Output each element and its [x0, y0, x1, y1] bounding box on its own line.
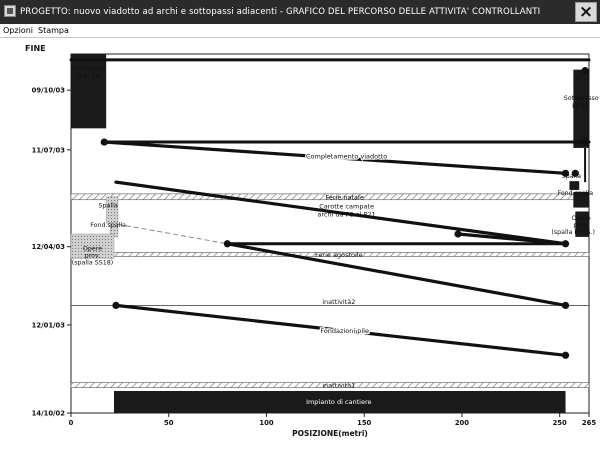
activity-marker: [581, 138, 589, 146]
activity-marker: [454, 230, 462, 238]
band-label: inattività1: [322, 382, 355, 390]
block-label: Impianto di cantiere: [306, 398, 371, 406]
x-tick-label: 100: [259, 419, 273, 427]
x-tick-label: 50: [164, 419, 174, 427]
y-tick-label: 14/10/02: [32, 410, 66, 418]
block-label: Sottopasso: [564, 95, 599, 102]
activity-marker: [112, 301, 120, 309]
menu-opzioni[interactable]: Opzioni: [3, 26, 33, 35]
band-label: inattività2: [322, 298, 355, 306]
window-title: PROGETTO: nuovo viadotto ad archi e sott…: [20, 7, 541, 17]
block-label: prov.: [85, 253, 101, 260]
y-tick-label: 12/01/03: [32, 321, 66, 329]
activity-label: Fondazioni pile: [320, 327, 369, 335]
activity-block: [569, 181, 580, 190]
activity-label: Carotte campate: [319, 202, 374, 210]
window-icon: [4, 5, 16, 17]
plot-frame: [70, 53, 590, 414]
activity-marker: [561, 301, 570, 309]
block-label: prov.: [573, 222, 589, 229]
activity-marker: [100, 138, 108, 146]
activity-label: archi da P2 al P21: [317, 210, 375, 218]
menu-stampa[interactable]: Stampa: [38, 26, 69, 35]
activity-line: [225, 242, 568, 307]
block-label: Spalla: [99, 203, 118, 210]
block-label: Spalla: [562, 173, 581, 180]
activity-label: Completamento viadotto: [306, 153, 387, 161]
band-label: Ferie agostoile: [315, 251, 363, 259]
block-label: Opere: [83, 246, 102, 253]
block-label: (spalla FF.SS.): [551, 229, 595, 236]
shaded-block: [70, 233, 115, 259]
close-icon[interactable]: ×: [575, 2, 597, 22]
x-tick-label: 150: [357, 419, 371, 427]
y-tick-label: 09/10/03: [32, 87, 66, 95]
activity-line: [102, 140, 568, 175]
x-tick-label: 200: [455, 419, 469, 427]
activity-marker: [561, 240, 570, 248]
activity-block: [573, 191, 589, 208]
block-label: Fond.spalla: [557, 190, 593, 197]
y-tick-label: 11/07/03: [32, 146, 66, 154]
activity-marker: [581, 67, 589, 75]
x-tick-label: 265: [582, 419, 596, 427]
activity-block: [573, 69, 589, 148]
title-bar: PROGETTO: nuovo viadotto ad archi e sott…: [0, 0, 600, 24]
block-label: S.S. 18: [78, 74, 100, 81]
shaded-block: [105, 196, 119, 224]
block-label: Opere: [572, 215, 591, 222]
time-location-chart: Ferie natale Ferie agostoile inattività1 in…: [25, 44, 599, 438]
activity-marker: [571, 169, 579, 177]
activity-marker: [561, 351, 570, 359]
menu-bar: Opzioni Stampa: [0, 24, 600, 38]
x-tick-label: 250: [553, 419, 567, 427]
x-tick-label: 0: [69, 419, 74, 427]
block-label: Sottopasso: [71, 66, 106, 73]
activity-line: [114, 303, 568, 357]
activity-block: [575, 211, 589, 237]
activity-marker: [561, 169, 570, 177]
activity-marker: [223, 240, 231, 248]
x-axis-label: POSIZIONE(metri): [292, 429, 368, 438]
activity-line: [114, 180, 568, 246]
hatched-band: [70, 382, 590, 388]
activity-block: [114, 390, 566, 413]
y-tick-label: 12/04/03: [32, 243, 66, 251]
block-label: (spalla SS18): [72, 260, 113, 267]
end-label: FINE: [25, 44, 46, 53]
dashed-link: [117, 223, 228, 245]
block-label: Fond.spalla: [90, 222, 126, 229]
block-label: FF.SS.: [572, 103, 590, 110]
activity-block: [71, 54, 107, 129]
band-label: Ferie natale: [325, 193, 363, 201]
